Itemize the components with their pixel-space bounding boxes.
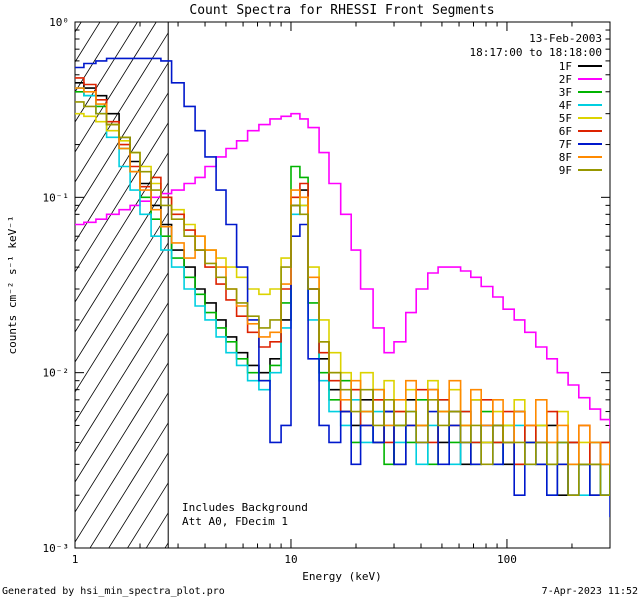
hatch-line (75, 182, 169, 333)
series-line-9F (75, 101, 610, 496)
legend-label-5F: 5F (559, 112, 572, 125)
legend-label-9F: 9F (559, 164, 572, 177)
hatch-line (75, 92, 169, 243)
hatch-line (75, 302, 169, 453)
hatch-line (75, 392, 169, 543)
hatch-line (75, 212, 169, 363)
legend-label-4F: 4F (559, 99, 572, 112)
hatch-line (145, 512, 169, 548)
series-lines (75, 57, 610, 518)
annotation-attenuator-state: Att A0, FDecim 1 (182, 515, 288, 528)
hatch-line (75, 242, 169, 393)
series-line-8F (75, 87, 610, 466)
series-line-2F (75, 112, 610, 429)
annotation-includes-background: Includes Background (182, 501, 308, 514)
hatch-line (75, 22, 157, 153)
time-range-label: 18:17:00 to 18:18:00 (470, 46, 602, 59)
plot-box (74, 21, 611, 549)
hatch-line (127, 482, 169, 548)
y-tick-label: 10⁻² (43, 367, 70, 380)
hatch-line (75, 122, 169, 273)
series-line-7F (75, 57, 610, 518)
legend-label-1F: 1F (559, 60, 572, 73)
axes: 1 10 100 10⁰ 10⁻¹ 10⁻² 10⁻³ (43, 16, 611, 566)
hatch-line (108, 452, 169, 548)
hatch-line (75, 362, 169, 513)
legend-label-7F: 7F (559, 138, 572, 151)
date-label: 13-Feb-2003 (529, 32, 602, 45)
hatch-line (75, 332, 169, 483)
hatch-line (75, 22, 101, 63)
legend-label-2F: 2F (559, 73, 572, 86)
legend-label-6F: 6F (559, 125, 572, 138)
legend-label-3F: 3F (559, 86, 572, 99)
hatch-line (89, 422, 169, 548)
y-tick-label: 10⁰ (49, 16, 69, 29)
hatch-line (75, 22, 120, 93)
hatch-line (75, 272, 169, 423)
y-tick-label: 10⁻¹ (43, 191, 70, 204)
footer-timestamp: 7-Apr-2023 11:52 (542, 586, 638, 597)
legend-label-8F: 8F (559, 151, 572, 164)
x-tick-label: 100 (497, 553, 517, 566)
chart-title: Count Spectra for RHESSI Front Segments (189, 3, 494, 18)
x-tick-label: 10 (284, 553, 297, 566)
footer-generated-by: Generated by hsi_min_spectra_plot.pro (2, 586, 225, 597)
x-tick-label: 1 (72, 553, 79, 566)
y-axis-label: counts cm⁻² s⁻¹ keV⁻¹ (6, 215, 19, 354)
x-axis-label: Energy (keV) (302, 570, 381, 583)
hatch-line (75, 22, 138, 123)
y-tick-label: 10⁻³ (43, 542, 70, 555)
